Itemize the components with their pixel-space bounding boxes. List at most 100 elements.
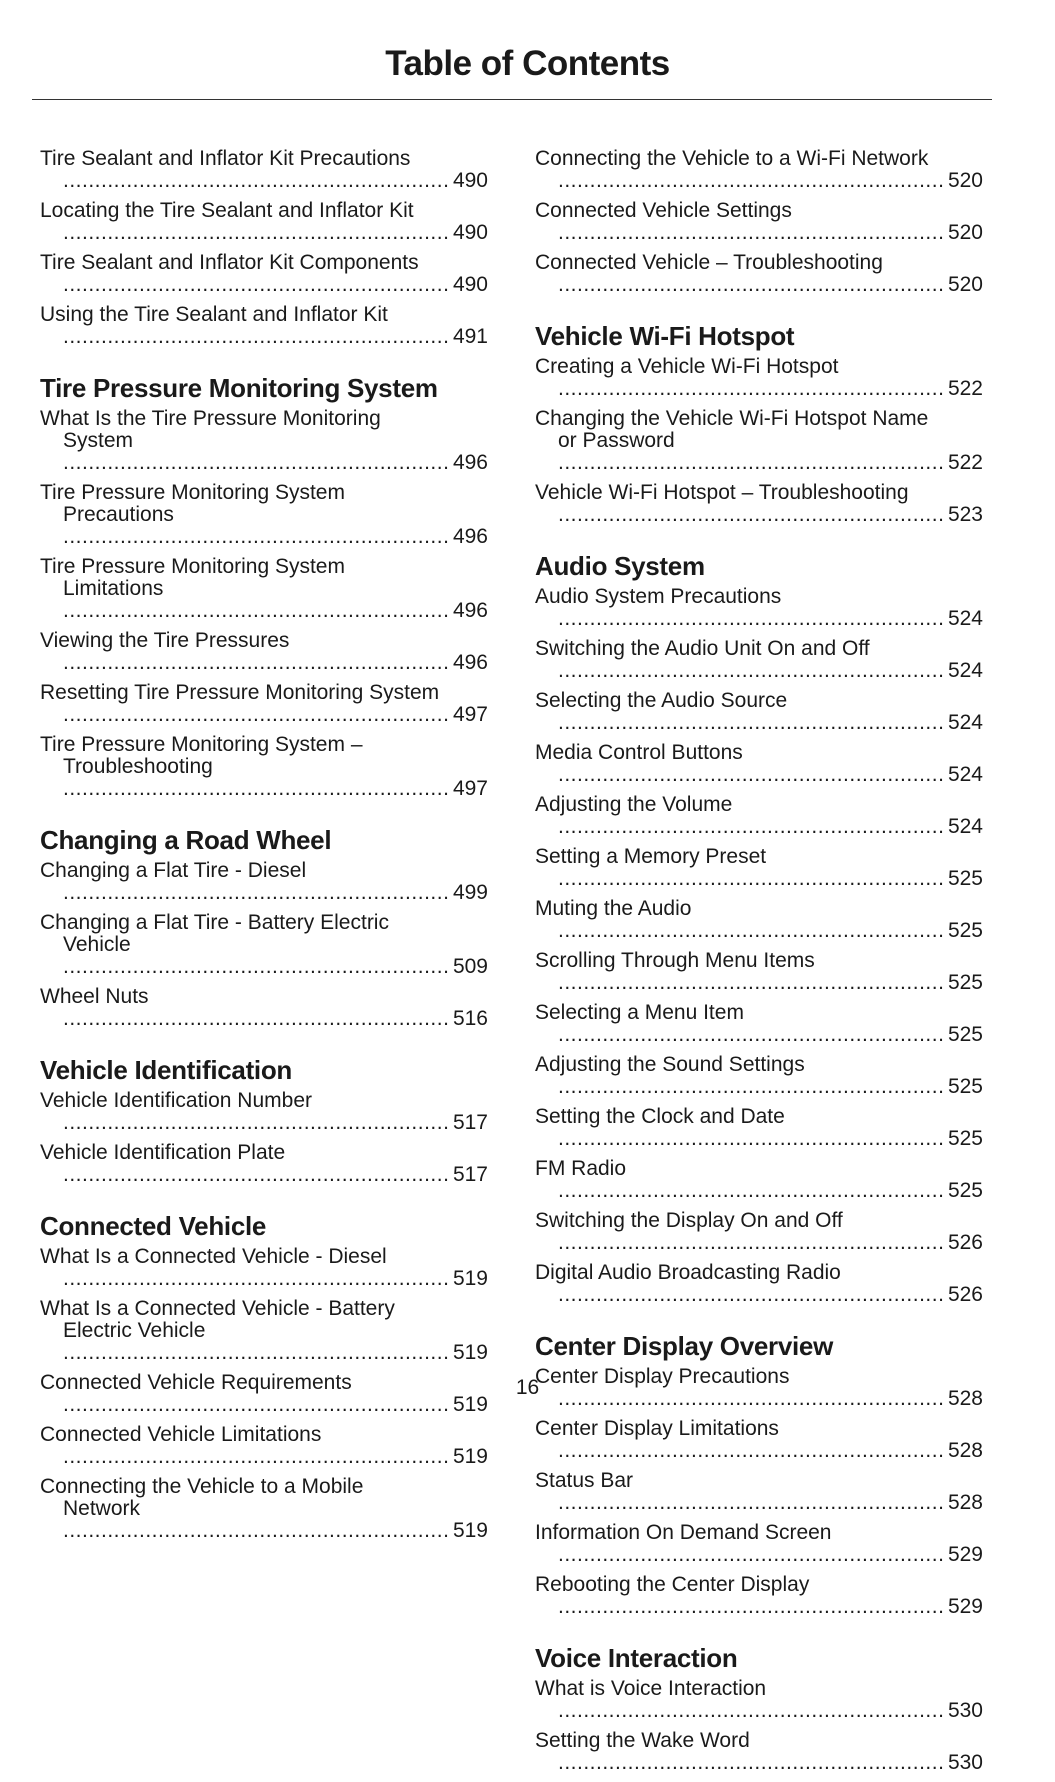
toc-entry: Changing a Flat Tire - Battery Electric … [40, 912, 488, 978]
entry-title: Adjusting the Sound Settings [535, 1054, 805, 1076]
toc-entry: Vehicle Identification Plate 517 [40, 1142, 488, 1186]
toc-entry: Information On Demand Screen 529 [535, 1522, 983, 1566]
entry-page: 526 [945, 1231, 983, 1254]
toc-entry: Tire Pressure Monitoring System – Troubl… [40, 734, 488, 800]
toc-entry: Switching the Display On and Off 526 [535, 1210, 983, 1254]
entry-title: Center Display Precautions [535, 1366, 790, 1388]
entry-title: Setting the Wake Word [535, 1730, 750, 1752]
dot-leader [63, 1163, 488, 1186]
entry-page: 520 [945, 221, 983, 244]
toc-entry: Vehicle Wi-Fi Hotspot – Troubleshooting … [535, 482, 983, 526]
entry-title: Connected Vehicle Limitations [40, 1424, 322, 1446]
toc-entry: Selecting a Menu Item 525 [535, 1002, 983, 1046]
toc-entry: Connected Vehicle Limitations 519 [40, 1424, 488, 1468]
entry-page: 490 [450, 169, 488, 192]
entry-page: 519 [450, 1445, 488, 1468]
entry-title: What Is a Connected Vehicle - Battery El… [40, 1298, 395, 1342]
toc-entry: Tire Pressure Monitoring System Precauti… [40, 482, 488, 548]
section-heading: Center Display Overview [535, 1331, 834, 1361]
dot-leader [558, 1543, 983, 1566]
entry-page: 490 [450, 221, 488, 244]
dot-leader [558, 763, 983, 786]
toc-entry: Changing a Flat Tire - Diesel 499 [40, 860, 488, 904]
dot-leader [558, 1231, 983, 1254]
dot-leader [558, 1595, 983, 1618]
dot-leader [63, 169, 488, 192]
entry-title: Tire Pressure Monitoring System Limitati… [40, 556, 345, 600]
toc-entry: Creating a Vehicle Wi-Fi Hotspot 522 [535, 356, 983, 400]
entry-title: Rebooting the Center Display [535, 1574, 810, 1596]
entry-page: 519 [450, 1267, 488, 1290]
toc-section: Vehicle Identification Vehicle Identifica… [40, 1056, 488, 1186]
toc-entry: FM Radio 525 [535, 1158, 983, 1202]
entry-title: Tire Pressure Monitoring System Precauti… [40, 482, 345, 526]
entry-title: Changing the Vehicle Wi-Fi Hotspot Name … [535, 408, 929, 452]
toc-entry: What Is a Connected Vehicle - Battery El… [40, 1298, 488, 1364]
entry-title: Connecting the Vehicle to a Mobile Netwo… [40, 1476, 364, 1520]
entry-page: 496 [450, 651, 488, 674]
toc-section: Audio System Audio System Precautions 524… [535, 552, 983, 1306]
dot-leader [63, 1341, 488, 1364]
toc-entry: Rebooting the Center Display 529 [535, 1574, 983, 1618]
toc-entry: What Is the Tire Pressure Monitoring Sys… [40, 408, 488, 474]
toc-entry: Adjusting the Volume 524 [535, 794, 983, 838]
toc-entry: Media Control Buttons 524 [535, 742, 983, 786]
entry-title: Muting the Audio [535, 898, 692, 920]
entry-page: 526 [945, 1283, 983, 1306]
entry-page: 509 [450, 955, 488, 978]
entry-title: Adjusting the Volume [535, 794, 733, 816]
entry-page: 497 [450, 777, 488, 800]
entry-title: Center Display Limitations [535, 1418, 779, 1440]
dot-leader [558, 1127, 983, 1150]
dot-leader [63, 599, 488, 622]
entry-title: Switching the Display On and Off [535, 1210, 843, 1232]
toc-entry: Scrolling Through Menu Items 525 [535, 950, 983, 994]
dot-leader [558, 659, 983, 682]
toc-entry: Connecting the Vehicle to a Mobile Netwo… [40, 1476, 488, 1542]
toc-section: Center Display Overview Center Display Pr… [535, 1332, 983, 1618]
dot-leader [63, 1267, 488, 1290]
toc-entry: Selecting the Audio Source 524 [535, 690, 983, 734]
entry-page: 523 [945, 503, 983, 526]
entry-title: Viewing the Tire Pressures [40, 630, 290, 652]
entry-page: 525 [945, 1127, 983, 1150]
entry-page: 490 [450, 273, 488, 296]
entry-page: 525 [945, 919, 983, 942]
entry-page: 519 [450, 1393, 488, 1416]
entry-title: Switching the Audio Unit On and Off [535, 638, 870, 660]
toc-entry: Wheel Nuts 516 [40, 986, 488, 1030]
dot-leader [558, 1387, 983, 1410]
dot-leader [558, 273, 983, 296]
toc-entry: Switching the Audio Unit On and Off 524 [535, 638, 983, 682]
entry-title: Resetting Tire Pressure Monitoring Syste… [40, 682, 440, 704]
entry-page: 524 [945, 763, 983, 786]
toc-entry: Using the Tire Sealant and Inflator Kit … [40, 304, 488, 348]
entry-title: FM Radio [535, 1158, 627, 1180]
dot-leader [558, 503, 983, 526]
toc-entry: Connected Vehicle Settings 520 [535, 200, 983, 244]
entry-page: 496 [450, 451, 488, 474]
entry-page: 520 [945, 169, 983, 192]
entry-title: Information On Demand Screen [535, 1522, 832, 1544]
entry-title: Connecting the Vehicle to a Wi-Fi Networ… [535, 148, 929, 170]
entry-title: Scrolling Through Menu Items [535, 950, 815, 972]
entry-title: Vehicle Identification Number [40, 1090, 312, 1112]
toc-entry: Viewing the Tire Pressures 496 [40, 630, 488, 674]
entry-page: 525 [945, 1179, 983, 1202]
section-heading: Audio System [535, 551, 705, 581]
entry-page: 524 [945, 607, 983, 630]
entry-page: 525 [945, 1023, 983, 1046]
entry-title: What Is a Connected Vehicle - Diesel [40, 1246, 387, 1268]
page-number: 16 [515, 1376, 540, 1399]
entry-title: Selecting a Menu Item [535, 1002, 744, 1024]
dot-leader [63, 273, 488, 296]
entry-title: Creating a Vehicle Wi-Fi Hotspot [535, 356, 839, 378]
entry-title: Locating the Tire Sealant and Inflator K… [40, 200, 414, 222]
dot-leader [558, 971, 983, 994]
dot-leader [558, 221, 983, 244]
entry-page: 522 [945, 377, 983, 400]
dot-leader [558, 1179, 983, 1202]
entry-page: 496 [450, 525, 488, 548]
toc-entry: Tire Sealant and Inflator Kit Components… [40, 252, 488, 296]
toc-entry: Resetting Tire Pressure Monitoring Syste… [40, 682, 488, 726]
